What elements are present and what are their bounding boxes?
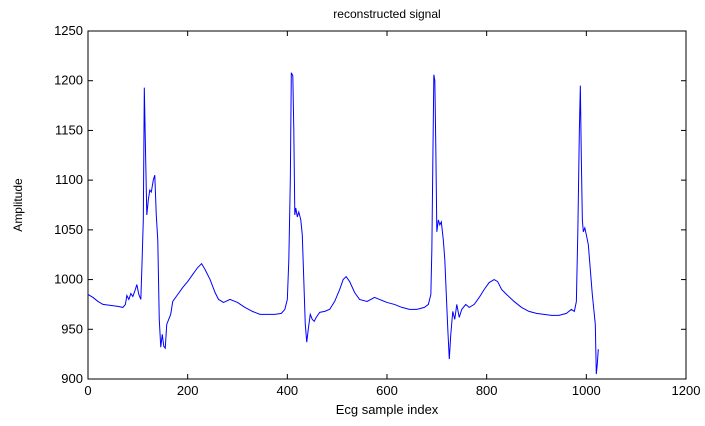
y-axis-label: Amplitude <box>11 178 25 232</box>
y-tick-label: 1150 <box>55 122 83 137</box>
x-tick-label: 1200 <box>672 383 701 398</box>
y-tick-label: 900 <box>61 371 83 386</box>
x-tick-label: 400 <box>276 383 298 398</box>
x-axis-label: Ecg sample index <box>336 402 439 417</box>
axis-ticks: 0 200 400 600 800 1000 1200 900 950 1000 1050 1100 1… <box>54 23 700 398</box>
x-tick-label: 800 <box>476 383 498 398</box>
y-tick-label: 1000 <box>54 272 83 287</box>
series-line <box>87 72 599 375</box>
x-tick-label: 0 <box>84 383 91 398</box>
x-tick-label: 200 <box>177 383 199 398</box>
x-tick-label: 1000 <box>572 383 601 398</box>
chart-title: reconstructed signal <box>333 7 440 21</box>
y-tick-label: 1100 <box>55 172 83 187</box>
plot-area <box>87 30 687 380</box>
y-tick-label: 1250 <box>54 23 83 38</box>
y-tick-label: 1050 <box>54 222 83 237</box>
x-tick-label: 600 <box>376 383 398 398</box>
y-tick-label: 950 <box>61 321 83 336</box>
y-tick-label: 1200 <box>54 73 83 88</box>
